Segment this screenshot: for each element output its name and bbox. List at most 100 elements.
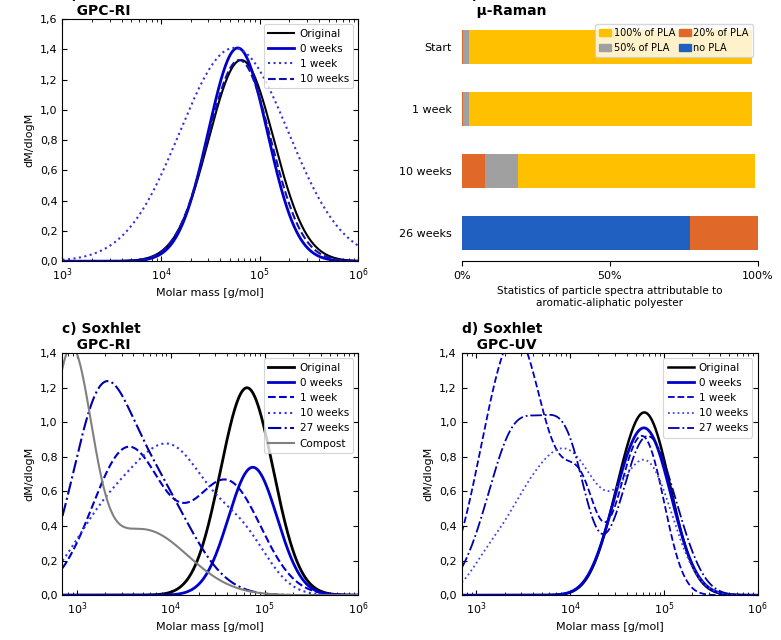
10 weeks — [354, 257, 363, 265]
27 weeks — [597, 530, 607, 538]
27 weeks — [672, 499, 681, 507]
10 weeks — [744, 591, 753, 599]
Bar — [690, 216, 758, 250]
Original — [744, 591, 753, 599]
10 weeks — [171, 230, 180, 238]
0 weeks — [316, 253, 326, 261]
Compost — [344, 591, 354, 599]
0 weeks — [744, 591, 753, 599]
1 week — [597, 517, 607, 525]
10 weeks — [91, 257, 101, 265]
1 week — [354, 591, 363, 599]
Line: 0 weeks: 0 weeks — [62, 467, 358, 595]
10 weeks — [354, 591, 363, 599]
Compost — [184, 553, 194, 561]
Y-axis label: dM/dlogM: dM/dlogM — [24, 113, 34, 167]
27 weeks — [584, 501, 594, 509]
0 weeks — [729, 591, 739, 598]
0 weeks — [58, 257, 67, 265]
Line: 1 week: 1 week — [62, 48, 358, 260]
1 week — [230, 44, 239, 52]
Original — [58, 257, 67, 265]
Original — [457, 591, 466, 599]
1 week — [744, 591, 753, 599]
0 weeks — [753, 591, 762, 599]
Bar — [463, 30, 469, 64]
Bar — [469, 30, 751, 64]
10 weeks — [729, 591, 739, 598]
0 weeks — [109, 257, 119, 265]
10 weeks — [58, 557, 67, 564]
Bar — [462, 30, 463, 64]
27 weeks — [184, 522, 194, 530]
10 weeks — [273, 567, 282, 575]
10 weeks — [330, 591, 339, 599]
Line: Original: Original — [62, 388, 358, 595]
Bar — [463, 92, 469, 126]
10 weeks — [753, 591, 762, 599]
Compost — [58, 364, 67, 372]
Original — [581, 575, 590, 583]
Compost — [198, 564, 208, 572]
1 week — [729, 591, 739, 599]
Original — [597, 537, 607, 545]
27 weeks — [103, 377, 112, 385]
10 weeks — [58, 257, 67, 265]
Line: 1 week: 1 week — [462, 335, 758, 595]
27 weeks — [581, 493, 590, 500]
0 weeks — [583, 571, 593, 579]
1 week — [348, 238, 357, 246]
10 weeks — [344, 591, 354, 599]
0 weeks — [581, 575, 590, 582]
Bar — [486, 154, 518, 188]
Legend: Original, 0 weeks, 1 week, 10 weeks, 27 weeks: Original, 0 weeks, 1 week, 10 weeks, 27 … — [663, 358, 752, 438]
1 week — [584, 486, 594, 493]
Text: a) Particles
   GPC-RI: a) Particles GPC-RI — [62, 0, 152, 18]
Original — [242, 384, 251, 392]
0 weeks — [273, 515, 282, 522]
Line: 1 week: 1 week — [62, 447, 358, 595]
Compost — [273, 591, 282, 598]
Original — [640, 408, 649, 416]
Original — [344, 591, 354, 599]
Text: c) Soxhlet
   GPC-RI: c) Soxhlet GPC-RI — [62, 322, 141, 352]
Compost — [182, 551, 191, 559]
10 weeks — [161, 440, 170, 447]
0 weeks — [639, 424, 648, 432]
Original — [91, 257, 101, 265]
1 week — [344, 591, 354, 599]
X-axis label: Statistics of particle spectra attributable to
aromatic-aliphatic polyester: Statistics of particle spectra attributa… — [497, 287, 722, 308]
0 weeks — [91, 257, 101, 265]
X-axis label: Molar mass [g/mol]: Molar mass [g/mol] — [156, 622, 264, 632]
0 weeks — [457, 591, 466, 599]
27 weeks — [182, 518, 191, 525]
1 week — [198, 488, 208, 496]
Original — [316, 247, 326, 255]
0 weeks — [597, 536, 607, 544]
Bar — [462, 154, 486, 188]
1 week — [125, 443, 134, 451]
1 week — [354, 242, 363, 250]
10 weeks — [182, 453, 191, 461]
X-axis label: Molar mass [g/mol]: Molar mass [g/mol] — [156, 288, 264, 298]
0 weeks — [184, 587, 194, 595]
0 weeks — [348, 257, 357, 265]
Line: 10 weeks: 10 weeks — [462, 448, 758, 595]
1 week — [184, 107, 194, 115]
Original — [171, 230, 180, 238]
27 weeks — [273, 591, 282, 598]
27 weeks — [330, 591, 339, 599]
Bar — [462, 92, 463, 126]
Original — [273, 486, 282, 493]
27 weeks — [344, 591, 354, 599]
Compost — [330, 591, 339, 599]
1 week — [58, 256, 67, 264]
Original — [583, 572, 593, 579]
0 weeks — [184, 204, 194, 211]
Original — [729, 591, 739, 599]
10 weeks — [584, 468, 594, 476]
1 week — [672, 552, 681, 559]
Legend: 100% of PLA, 50% of PLA, 20% of PLA, no PLA: 100% of PLA, 50% of PLA, 20% of PLA, no … — [595, 24, 753, 57]
Bar — [462, 216, 690, 250]
Compost — [67, 343, 77, 351]
